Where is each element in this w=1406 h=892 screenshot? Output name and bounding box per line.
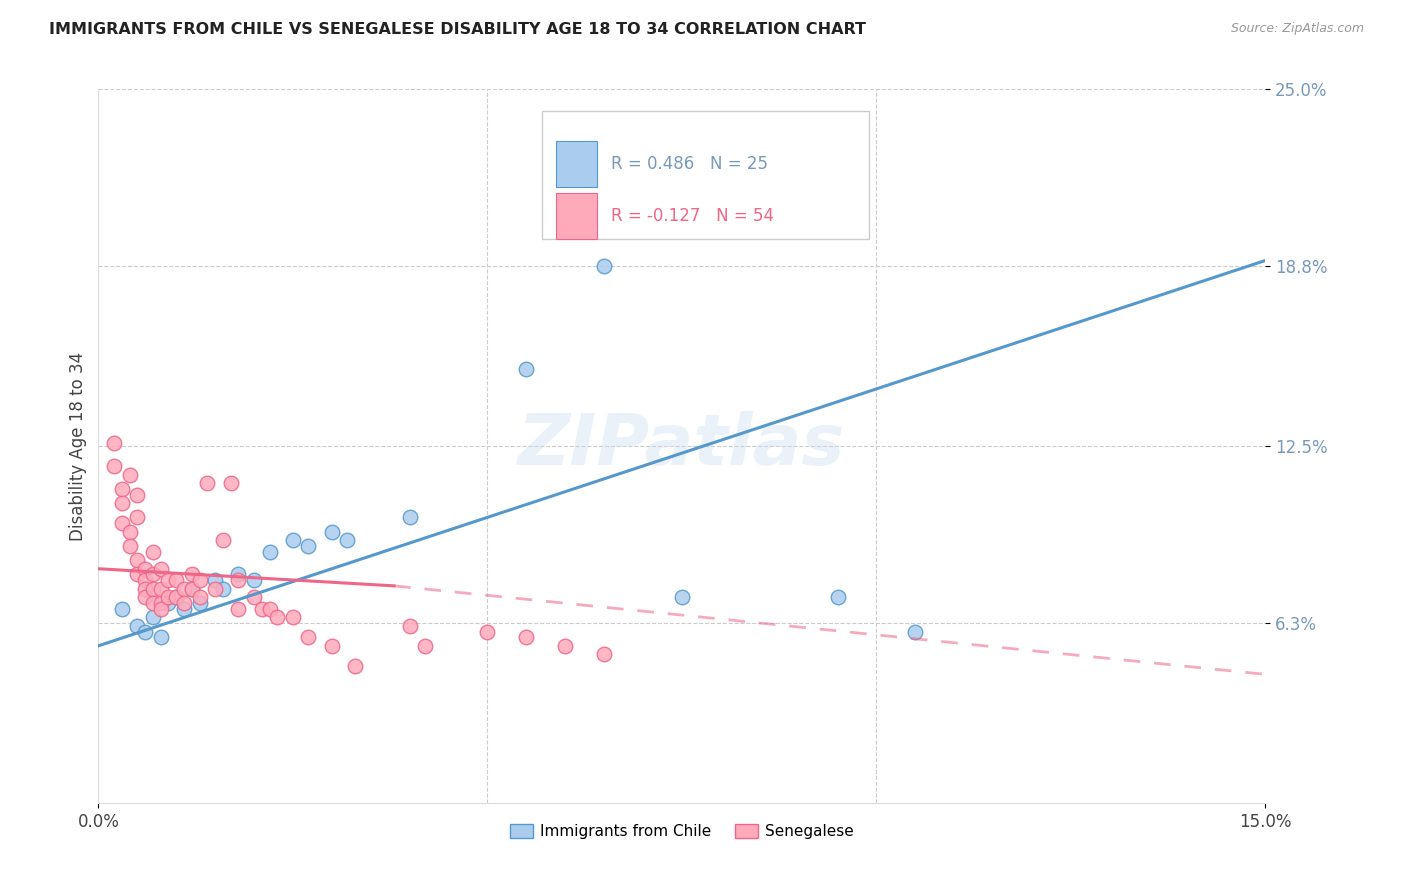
Point: [173, 596, 195, 610]
Point: [259, 601, 281, 615]
Point: [103, 458, 125, 473]
Point: [157, 596, 180, 610]
Point: [118, 539, 141, 553]
Point: [118, 467, 141, 482]
Point: [212, 582, 235, 596]
Point: [157, 573, 180, 587]
Point: [477, 624, 499, 639]
Point: [321, 524, 343, 539]
Point: [142, 567, 165, 582]
Y-axis label: Disability Age 18 to 34: Disability Age 18 to 34: [69, 351, 87, 541]
Point: [111, 496, 134, 510]
Point: [219, 476, 242, 491]
Point: [142, 610, 165, 624]
Point: [127, 553, 149, 567]
Point: [593, 259, 616, 273]
Point: [259, 544, 281, 558]
Point: [173, 601, 195, 615]
Point: [180, 582, 202, 596]
Point: [134, 562, 156, 576]
Point: [111, 516, 134, 530]
Point: [173, 582, 195, 596]
Point: [188, 573, 211, 587]
Text: ZIPatlas: ZIPatlas: [519, 411, 845, 481]
Point: [228, 601, 250, 615]
Point: [180, 567, 202, 582]
Point: [142, 544, 165, 558]
Point: [827, 591, 849, 605]
Text: R = -0.127   N = 54: R = -0.127 N = 54: [610, 207, 773, 225]
Point: [228, 567, 250, 582]
Point: [127, 619, 149, 633]
Bar: [555, 193, 596, 239]
Point: [180, 582, 202, 596]
Point: [515, 630, 537, 644]
Point: [118, 524, 141, 539]
Point: [134, 573, 156, 587]
Point: [243, 591, 266, 605]
Point: [134, 591, 156, 605]
Point: [134, 624, 156, 639]
Point: [904, 624, 927, 639]
Point: [165, 573, 187, 587]
Bar: [555, 141, 596, 187]
Point: [188, 591, 211, 605]
Point: [165, 591, 187, 605]
Point: [515, 362, 537, 376]
Point: [554, 639, 576, 653]
Point: [142, 596, 165, 610]
Point: [413, 639, 436, 653]
Text: R = 0.486   N = 25: R = 0.486 N = 25: [610, 155, 768, 173]
Point: [111, 482, 134, 496]
Point: [204, 573, 226, 587]
Point: [281, 610, 304, 624]
Point: [281, 533, 304, 548]
Point: [149, 582, 172, 596]
Point: [398, 510, 420, 524]
Legend: Immigrants from Chile, Senegalese: Immigrants from Chile, Senegalese: [503, 818, 860, 845]
Point: [134, 582, 156, 596]
Point: [297, 539, 319, 553]
Point: [228, 573, 250, 587]
Point: [250, 601, 273, 615]
Point: [149, 630, 172, 644]
Point: [149, 601, 172, 615]
Point: [103, 436, 125, 450]
Point: [344, 658, 367, 673]
Point: [165, 591, 187, 605]
Point: [204, 582, 226, 596]
Point: [188, 596, 211, 610]
Point: [593, 648, 616, 662]
Point: [297, 630, 319, 644]
Point: [127, 567, 149, 582]
Point: [243, 573, 266, 587]
Text: IMMIGRANTS FROM CHILE VS SENEGALESE DISABILITY AGE 18 TO 34 CORRELATION CHART: IMMIGRANTS FROM CHILE VS SENEGALESE DISA…: [49, 22, 866, 37]
Point: [321, 639, 343, 653]
Point: [157, 591, 180, 605]
Point: [111, 601, 134, 615]
Point: [195, 476, 218, 491]
Point: [149, 562, 172, 576]
Point: [398, 619, 420, 633]
Point: [142, 582, 165, 596]
Point: [212, 533, 235, 548]
Point: [149, 596, 172, 610]
Point: [266, 610, 288, 624]
Point: [127, 510, 149, 524]
FancyBboxPatch shape: [541, 111, 869, 239]
Point: [127, 487, 149, 501]
Text: Source: ZipAtlas.com: Source: ZipAtlas.com: [1230, 22, 1364, 36]
Point: [671, 591, 693, 605]
Point: [336, 533, 359, 548]
